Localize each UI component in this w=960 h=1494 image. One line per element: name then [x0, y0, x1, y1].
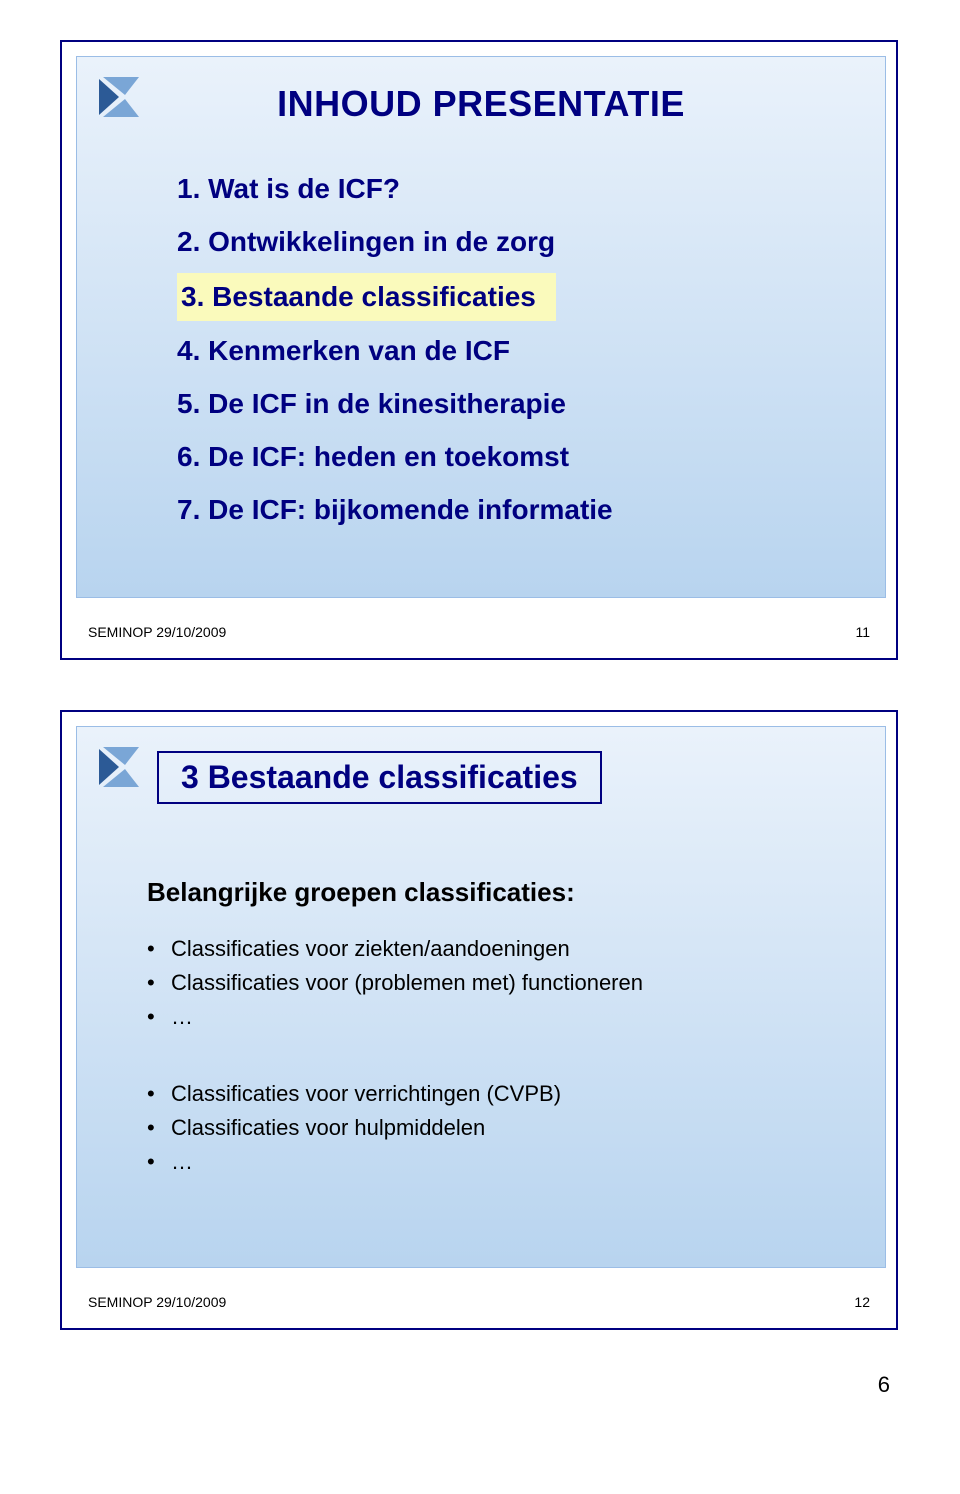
toc-item: 3. Bestaande classificaties	[177, 273, 613, 322]
bullet-dot-icon: •	[147, 1145, 171, 1179]
slide-1-footer-right: 11	[855, 624, 870, 640]
slide-2: 3 Bestaande classificaties Belangrijke g…	[60, 710, 898, 1330]
logo-icon	[95, 745, 143, 789]
slide-2-bullets-group-1: •Classificaties voor ziekten/aandoeninge…	[147, 932, 643, 1034]
slide-2-subtitle: Belangrijke groepen classificaties:	[147, 877, 575, 908]
bullet-item: •Classificaties voor (problemen met) fun…	[147, 966, 643, 1000]
bullet-text: …	[171, 1000, 193, 1034]
slide-2-title: 3 Bestaande classificaties	[181, 759, 578, 795]
bullet-text: Classificaties voor (problemen met) func…	[171, 966, 643, 1000]
slide-2-inner: 3 Bestaande classificaties Belangrijke g…	[76, 726, 886, 1268]
slide-2-bullets-group-2: •Classificaties voor verrichtingen (CVPB…	[147, 1077, 561, 1179]
bullet-dot-icon: •	[147, 1077, 171, 1111]
bullet-dot-icon: •	[147, 1000, 171, 1034]
slide-1: INHOUD PRESENTATIE 1. Wat is de ICF? 2. O…	[60, 40, 898, 660]
page-number: 6	[878, 1372, 890, 1398]
slide-2-footer-left: SEMINOP 29/10/2009	[88, 1294, 226, 1310]
slide-1-footer-left: SEMINOP 29/10/2009	[88, 624, 226, 640]
bullet-text: …	[171, 1145, 193, 1179]
bullet-item: •Classificaties voor hulpmiddelen	[147, 1111, 561, 1145]
toc-item: 5. De ICF in de kinesitherapie	[177, 382, 613, 427]
toc-list: 1. Wat is de ICF? 2. Ontwikkelingen in de…	[177, 167, 613, 541]
slide-1-title: INHOUD PRESENTATIE	[77, 83, 885, 125]
toc-item-highlighted: 3. Bestaande classificaties	[177, 273, 556, 322]
slide-1-inner: INHOUD PRESENTATIE 1. Wat is de ICF? 2. O…	[76, 56, 886, 598]
toc-item: 7. De ICF: bijkomende informatie	[177, 488, 613, 533]
slide-2-footer-right: 12	[854, 1294, 870, 1310]
slide-2-title-box: 3 Bestaande classificaties	[157, 751, 602, 804]
document-page: INHOUD PRESENTATIE 1. Wat is de ICF? 2. O…	[0, 0, 960, 1410]
bullet-text: Classificaties voor ziekten/aandoeningen	[171, 932, 570, 966]
bullet-dot-icon: •	[147, 932, 171, 966]
bullet-item: •…	[147, 1000, 643, 1034]
toc-item: 1. Wat is de ICF?	[177, 167, 613, 212]
bullet-dot-icon: •	[147, 1111, 171, 1145]
bullet-text: Classificaties voor verrichtingen (CVPB)	[171, 1077, 561, 1111]
bullet-text: Classificaties voor hulpmiddelen	[171, 1111, 485, 1145]
toc-item: 4. Kenmerken van de ICF	[177, 329, 613, 374]
toc-item: 6. De ICF: heden en toekomst	[177, 435, 613, 480]
bullet-item: •…	[147, 1145, 561, 1179]
toc-item: 2. Ontwikkelingen in de zorg	[177, 220, 613, 265]
bullet-item: •Classificaties voor ziekten/aandoeninge…	[147, 932, 643, 966]
bullet-item: •Classificaties voor verrichtingen (CVPB…	[147, 1077, 561, 1111]
bullet-dot-icon: •	[147, 966, 171, 1000]
